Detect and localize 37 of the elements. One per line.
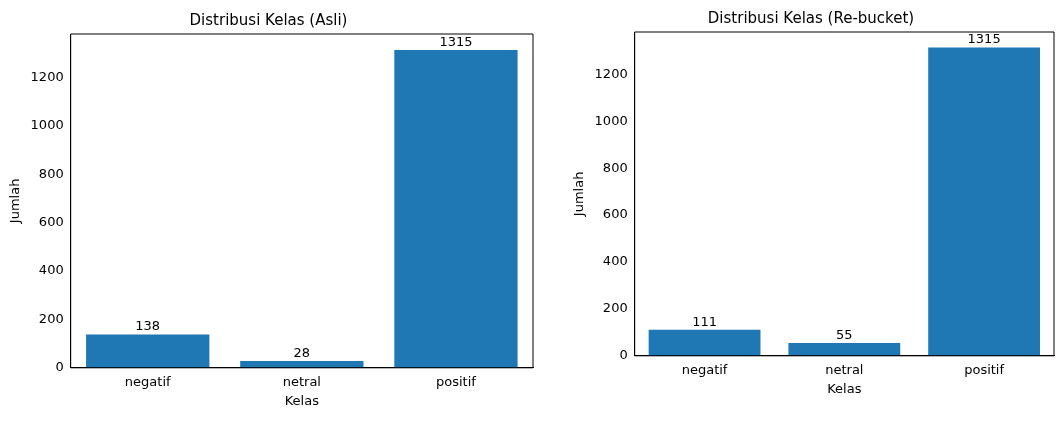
chart-title: Distribusi Kelas (Re-bucket) (707, 8, 915, 27)
y-tick-label: 0 (55, 359, 64, 375)
x-tick-label: negatif (681, 361, 728, 377)
x-tick-label: positif (964, 361, 1005, 377)
y-tick-label: 400 (602, 253, 628, 269)
y-tick-label: 600 (602, 206, 628, 222)
y-tick-label: 200 (38, 310, 64, 326)
x-tick-label: positif (436, 373, 477, 389)
y-tick-label: 0 (619, 347, 628, 363)
x-tick-label: netral (282, 373, 321, 389)
chart-title: Distribusi Kelas (Asli) (189, 10, 348, 29)
x-tick-label: negatif (124, 373, 172, 389)
y-axis-title: Jumlah (571, 171, 587, 218)
bar (928, 47, 1041, 356)
bar (86, 334, 210, 368)
y-tick-label: 600 (38, 214, 64, 230)
x-axis-title: Kelas (284, 392, 320, 408)
data-label: 111 (692, 313, 717, 329)
data-label: 138 (135, 318, 161, 334)
y-tick-label: 800 (602, 159, 628, 175)
y-tick-label: 1000 (594, 112, 628, 128)
y-tick-label: 1200 (30, 69, 64, 85)
y-tick-label: 1000 (30, 117, 64, 133)
data-label: 1315 (967, 31, 1001, 47)
x-tick-label: netral (825, 361, 864, 377)
bar (648, 329, 761, 356)
data-label: 28 (293, 344, 311, 360)
data-label: 1315 (439, 33, 473, 49)
y-tick-label: 1200 (594, 65, 628, 81)
bar (394, 49, 518, 368)
bar (788, 342, 901, 356)
data-label: 55 (836, 326, 853, 342)
y-axis-title: Jumlah (7, 178, 23, 225)
y-tick-label: 200 (602, 300, 628, 316)
y-tick-label: 400 (38, 262, 64, 278)
x-axis-title: Kelas (827, 380, 862, 396)
y-tick-label: 800 (38, 165, 64, 181)
